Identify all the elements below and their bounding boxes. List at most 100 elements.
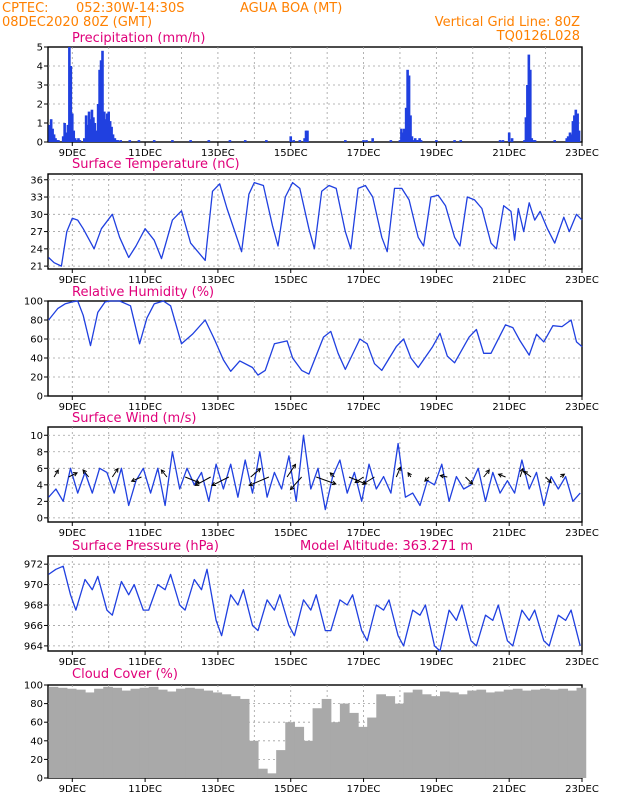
y-tick-label: 966 — [24, 621, 43, 632]
precip-bar — [510, 138, 514, 142]
x-tick-label: 11DEC — [128, 657, 162, 668]
wind-arrow — [497, 473, 506, 478]
cloud-bar — [166, 691, 177, 778]
x-tick-label: 11DEC — [128, 784, 162, 795]
precip-bar — [304, 130, 308, 142]
x-tick-label: 15DEC — [274, 657, 308, 668]
precip-bar — [289, 136, 293, 142]
x-tick-label: 23DEC — [565, 657, 599, 668]
wind-arrow-shaft — [290, 476, 303, 490]
cloud-bar — [531, 689, 541, 778]
wind-arrow-head — [468, 480, 474, 485]
panel-annotation: Model Altitude: 363.271 m — [300, 539, 473, 554]
wind-arrow-head — [331, 480, 337, 486]
wind-arrow-head — [354, 478, 360, 484]
precip-bar — [419, 140, 423, 142]
precip-bar — [532, 140, 535, 142]
precip-bar — [64, 132, 68, 142]
precip-bar — [119, 140, 123, 142]
precip-bar — [207, 140, 211, 142]
precip-bar — [524, 117, 528, 142]
precip-bar — [303, 138, 306, 142]
cloud-bar — [130, 688, 141, 778]
cloud-bar — [212, 692, 223, 778]
panel-frame — [47, 555, 583, 652]
x-tick-label: 13DEC — [201, 657, 235, 668]
x-tick-label: 19DEC — [419, 275, 453, 286]
precip-bar — [507, 132, 511, 142]
wind-arrow-shaft — [363, 476, 375, 485]
wind-arrow — [82, 469, 90, 478]
wind-arrow-head — [362, 480, 368, 485]
precip-bar — [571, 121, 575, 142]
wind-arrow-shaft — [111, 468, 119, 478]
precip-bar — [115, 140, 118, 142]
wind-arrow-head — [130, 477, 136, 483]
x-tick-label: 17DEC — [347, 275, 381, 286]
x-tick-label: 17DEC — [347, 148, 381, 159]
wind-arrow — [483, 469, 490, 478]
panel-temp: Surface Temperature (nC) 21 24 27 30 33 36 9DEC… — [30, 157, 599, 286]
y-tick-label: 0 — [37, 774, 43, 785]
precip-bar — [565, 138, 569, 142]
cloud-bar — [358, 726, 368, 778]
y-tick-label: 60 — [30, 718, 43, 729]
cloud-bar — [476, 689, 487, 778]
panel-frame — [47, 173, 583, 270]
y-tick-label: 4 — [37, 480, 43, 491]
wind-arrow — [545, 476, 552, 484]
wind-arrow-head — [329, 472, 335, 477]
wind-arrow-head — [519, 467, 525, 473]
wind-arrow-head — [160, 469, 166, 475]
panel-title: Surface Wind (m/s) — [72, 411, 196, 426]
precip-bar — [498, 140, 502, 142]
wind-arrow-head — [547, 478, 552, 484]
wind-arrow-head — [397, 466, 402, 472]
precip-bar — [415, 140, 419, 142]
precip-bar — [98, 69, 101, 142]
wind-arrow-shaft — [440, 475, 448, 478]
x-tick-label: 11DEC — [128, 402, 162, 413]
panel-cloud: Cloud Cover (%) 0 20 40 60 80 100 9DEC 11DEC 13DE… — [24, 667, 599, 795]
x-tick-label: 21DEC — [492, 657, 526, 668]
panels: Precipitation (mm/h) 0 1 2 3 4 5 9DEC 11DEC 13DEC… — [24, 31, 599, 795]
cloud-bar — [540, 688, 550, 778]
precip-bar — [93, 123, 97, 142]
precip-bar — [137, 140, 141, 142]
precip-bar — [171, 140, 174, 142]
cloud-bar — [248, 740, 259, 778]
wind-arrow-shaft — [68, 472, 78, 478]
x-tick-label: 23DEC — [565, 148, 599, 159]
cloud-bar — [312, 708, 323, 778]
precip-bar — [57, 140, 60, 142]
header-grid-note: Vertical Grid Line: 80Z — [435, 15, 580, 30]
x-tick-label: 23DEC — [565, 402, 599, 413]
cloud-bar — [348, 712, 359, 778]
wind-arrow-shaft — [131, 476, 142, 482]
x-tick-label: 17DEC — [347, 402, 381, 413]
precip-bar — [365, 140, 368, 142]
precip-bar — [265, 140, 268, 142]
wind-arrow — [211, 476, 230, 487]
panel-title: Surface Temperature (nC) — [72, 157, 240, 172]
precip-bar — [78, 140, 82, 142]
precip-bar — [389, 140, 393, 142]
precip-bar — [574, 109, 578, 142]
x-tick-label: 21DEC — [492, 528, 526, 539]
y-tick-label: 80 — [30, 699, 43, 710]
precip-bar — [99, 60, 103, 142]
cloud-bar — [385, 696, 396, 778]
precip-bar — [530, 138, 534, 142]
rh-line — [48, 300, 583, 376]
wind-arrow-head — [560, 473, 566, 478]
wind-arrow-head — [114, 467, 119, 473]
panel-precip: Precipitation (mm/h) 0 1 2 3 4 5 9DEC 11DEC 13DEC… — [37, 31, 599, 159]
wind-arrow — [286, 463, 297, 478]
cloud-bar — [285, 722, 295, 778]
precip-bar — [576, 113, 579, 142]
x-tick-label: 19DEC — [419, 657, 453, 668]
cloud-bar — [521, 690, 532, 778]
precip-bar — [412, 140, 416, 142]
x-tick-label: 9DEC — [59, 528, 86, 539]
y-tick-label: 6 — [37, 464, 43, 475]
